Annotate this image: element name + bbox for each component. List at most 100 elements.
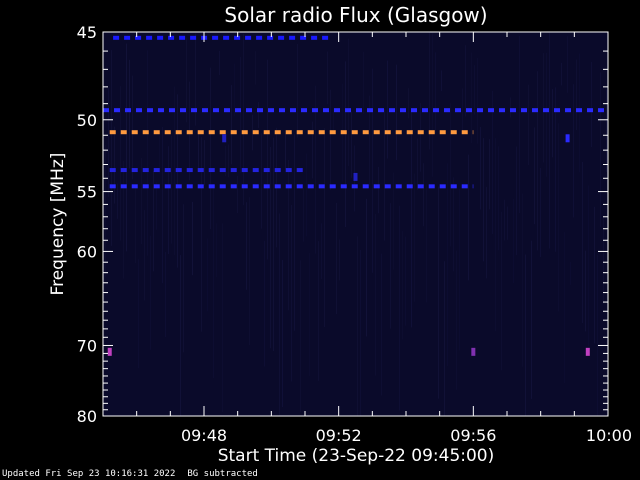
noise-streak (588, 185, 589, 347)
noise-streak (282, 260, 283, 408)
noise-streak (246, 202, 247, 290)
noise-streak (543, 53, 544, 163)
noise-streak (216, 223, 217, 278)
band-segment (208, 130, 215, 135)
noise-streak (399, 205, 400, 411)
noise-streak (327, 51, 328, 105)
band-segment (406, 130, 413, 135)
band-segment (428, 184, 435, 189)
band-segment (455, 108, 461, 113)
band-segment (274, 130, 281, 135)
emission-spot (222, 134, 227, 143)
noise-streak (555, 87, 556, 252)
noise-streak (576, 59, 577, 131)
noise-streak (600, 72, 601, 228)
band-segment (136, 108, 142, 113)
noise-streak (474, 65, 475, 115)
noise-streak (348, 38, 349, 167)
noise-streak (390, 203, 391, 329)
noise-streak (279, 213, 280, 416)
noise-streak (372, 68, 373, 273)
noise-streak (402, 231, 403, 340)
band-segment (289, 35, 296, 40)
band-segment (488, 108, 494, 113)
band-segment (576, 108, 582, 113)
noise-streak (477, 57, 478, 144)
band-segment (285, 184, 292, 189)
updated-timestamp: Updated Fri Sep 23 10:16:31 2022 (2, 469, 176, 479)
noise-streak (492, 90, 493, 234)
noise-streak (228, 144, 229, 178)
noise-streak (249, 197, 250, 346)
noise-streak (258, 102, 259, 128)
noise-streak (339, 239, 340, 281)
noise-streak (519, 35, 520, 214)
band-segment (246, 108, 252, 113)
band-segment (197, 184, 204, 189)
band-segment (450, 130, 457, 135)
band-segment (472, 184, 474, 189)
band-segment (285, 168, 292, 173)
band-segment (142, 168, 149, 173)
band-segment (285, 130, 292, 135)
band-segment (213, 108, 219, 113)
band-segment (120, 184, 127, 189)
band-segment (131, 130, 138, 135)
noise-streak (120, 86, 121, 241)
band-segment (543, 108, 549, 113)
band-segment (340, 184, 347, 189)
noise-streak (117, 183, 118, 219)
band-segment (131, 168, 138, 173)
band-segment (175, 168, 182, 173)
noise-streak (435, 52, 436, 134)
band-segment (241, 184, 248, 189)
band-segment (234, 35, 241, 40)
noise-streak (177, 94, 178, 268)
emission-spot (565, 134, 570, 143)
noise-streak (450, 103, 451, 247)
band-segment (131, 184, 138, 189)
band-segment (190, 35, 197, 40)
noise-streak (537, 71, 538, 251)
y-tick-label: 50 (77, 111, 97, 130)
noise-streak (105, 144, 106, 278)
noise-streak (504, 199, 505, 241)
band-segment (252, 168, 259, 173)
band-segment (477, 108, 483, 113)
band-segment (235, 108, 241, 113)
band-segment (169, 108, 175, 113)
noise-streak (129, 59, 130, 169)
noise-streak (270, 146, 271, 349)
band-segment (345, 108, 351, 113)
noise-streak (297, 43, 298, 138)
band-segment (208, 184, 215, 189)
noise-streak (549, 32, 550, 249)
noise-streak (144, 210, 145, 301)
plot-frame (102, 31, 609, 417)
band-segment (278, 35, 285, 40)
band-segment (323, 108, 329, 113)
emission-spot (107, 347, 112, 356)
band-segment (417, 130, 424, 135)
band-segment (384, 130, 391, 135)
noise-streak (468, 154, 469, 281)
band-segment (532, 108, 538, 113)
band-segment (230, 184, 237, 189)
band-segment (450, 184, 457, 189)
noise-streak (522, 193, 523, 367)
band-segment (296, 168, 303, 173)
noise-streak (168, 146, 169, 254)
noise-streak (150, 235, 151, 350)
band-segment (290, 108, 296, 113)
band-segment (124, 35, 131, 40)
band-segment (212, 35, 219, 40)
noise-streak (525, 254, 526, 416)
noise-streak (273, 137, 274, 352)
noise-streak (201, 137, 202, 332)
x-axis-label: Start Time (23-Sep-22 09:45:00) (218, 446, 495, 466)
band-segment (164, 168, 171, 173)
noise-streak (567, 36, 568, 93)
noise-streak (198, 133, 199, 172)
noise-streak (498, 146, 499, 251)
